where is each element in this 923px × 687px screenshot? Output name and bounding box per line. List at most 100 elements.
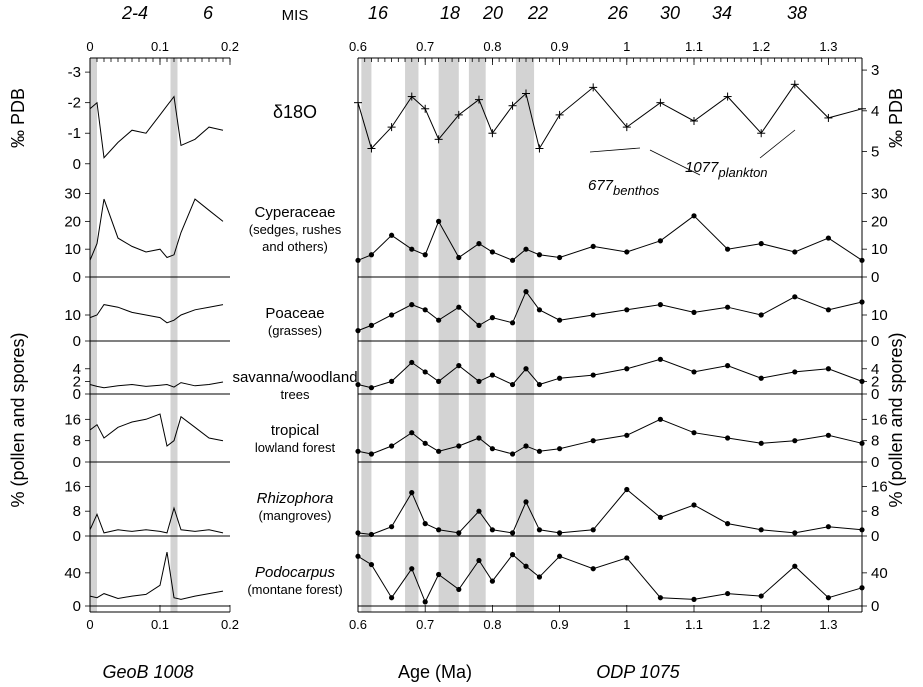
data-point: [409, 302, 415, 308]
data-point: [624, 486, 630, 493]
left-y-tick-label: 8: [73, 503, 81, 520]
data-point: [557, 254, 563, 261]
right-y-tick-label: 5: [871, 144, 879, 161]
data-point: [691, 213, 697, 219]
data-point: [476, 435, 482, 441]
left-y-tick-label: 10: [64, 241, 81, 258]
data-point: [758, 440, 764, 446]
data-point: [536, 574, 543, 580]
series-label: savanna/woodland: [232, 369, 357, 386]
data-point: [825, 524, 832, 530]
data-point: [422, 307, 428, 313]
right-y-tick-label: 0: [871, 269, 879, 286]
data-point: [476, 241, 482, 247]
series-line-left: [89, 506, 224, 534]
left-y-tick-label: 10: [64, 307, 81, 324]
data-point: [389, 378, 395, 384]
shaded-interval: [515, 58, 535, 612]
data-point: [509, 552, 516, 558]
data-point: [557, 446, 563, 452]
data-point: [536, 252, 543, 258]
data-point: [859, 585, 865, 591]
series-label: Cyperaceae: [255, 204, 336, 221]
data-point: [590, 312, 596, 318]
data-point: [758, 241, 764, 247]
left-y-tick-label: 40: [64, 565, 81, 582]
data-point: [523, 366, 529, 372]
right-site-label: ODP 1075: [596, 662, 680, 682]
data-point: [691, 309, 697, 315]
data-point: [422, 369, 428, 375]
shaded-interval: [170, 58, 178, 612]
series-line-right: [357, 215, 863, 261]
data-point: [456, 443, 462, 449]
series-label: trees: [281, 387, 310, 402]
right-y-tick-label: 2: [871, 373, 879, 390]
right-y-tick-label: 40: [871, 565, 888, 582]
left-x-tick-label-top: 0: [86, 39, 93, 54]
right-x-tick-label-bottom: 1.3: [819, 617, 837, 632]
annotation-arrow: [759, 129, 796, 159]
right-y-tick-label: 4: [871, 103, 879, 120]
right-y-tick-label: 0: [871, 528, 879, 545]
mis-right-label: 20: [482, 3, 503, 23]
data-point: [725, 246, 731, 252]
data-point: [691, 369, 697, 375]
data-point: [509, 320, 516, 326]
data-point: [355, 448, 361, 454]
data-point: [509, 451, 516, 457]
mis-right-label: 30: [660, 3, 680, 23]
series-line-right: [357, 83, 863, 150]
data-point: [557, 375, 563, 381]
right-x-tick-label-bottom: 1: [623, 617, 630, 632]
right-y-tick-label: 8: [871, 503, 879, 520]
data-point: [624, 432, 630, 438]
annotation-benthos: 677benthos: [588, 177, 660, 198]
right-y-tick-label: 0: [871, 333, 879, 350]
data-point: [657, 595, 664, 601]
left-y-tick-label: 30: [64, 186, 81, 203]
data-point: [657, 514, 664, 521]
data-point: [725, 435, 731, 441]
data-point: [590, 527, 596, 533]
data-point: [489, 372, 495, 378]
series-label: δ18O: [273, 102, 317, 122]
mis-right-label: 16: [368, 3, 389, 23]
left-y-tick-label: -2: [68, 95, 81, 112]
data-point: [691, 502, 697, 508]
data-point: [456, 363, 462, 369]
data-point: [489, 446, 495, 452]
data-point: [509, 381, 516, 388]
data-point: [422, 599, 428, 605]
left-site-label: GeoB 1008: [102, 662, 193, 682]
data-point: [758, 593, 764, 599]
left-x-tick-label-bottom: 0: [86, 617, 93, 632]
data-point: [792, 249, 798, 255]
left-x-tick-label-bottom: 0.2: [221, 617, 239, 632]
left-pollen-axis-title: % (pollen and spores): [8, 332, 28, 507]
data-point: [657, 302, 664, 308]
data-point: [624, 307, 630, 313]
data-point: [859, 440, 865, 446]
data-point: [409, 490, 415, 496]
data-point: [436, 317, 442, 323]
right-pollen-axis-title: % (pollen and spores): [886, 332, 906, 507]
data-point: [792, 294, 798, 300]
data-point: [436, 448, 442, 454]
data-point: [792, 369, 798, 375]
data-point: [368, 322, 375, 328]
data-point: [368, 385, 375, 391]
left-pdb-axis-title: ‰ PDB: [8, 88, 28, 148]
data-point: [456, 254, 462, 261]
left-y-tick-label: 0: [73, 454, 81, 471]
data-point: [436, 218, 442, 224]
right-y-tick-label: 4: [871, 361, 879, 378]
data-point: [590, 438, 596, 444]
left-y-tick-label: 16: [64, 411, 81, 428]
right-y-tick-label: 16: [871, 478, 888, 495]
left-y-tick-label: 20: [64, 213, 81, 230]
shaded-interval: [405, 58, 419, 612]
right-x-tick-label-top: 1.2: [752, 39, 770, 54]
shaded-interval: [468, 58, 486, 612]
data-point: [489, 315, 495, 321]
